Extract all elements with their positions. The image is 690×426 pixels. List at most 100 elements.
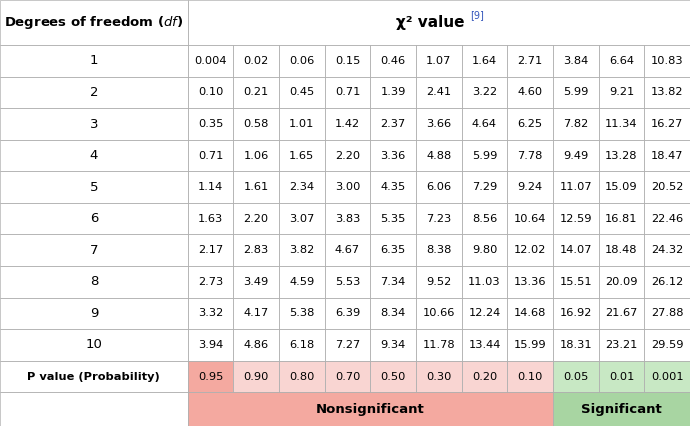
Text: 2.73: 2.73	[198, 277, 223, 287]
Text: 0.90: 0.90	[244, 371, 269, 382]
Text: 3.22: 3.22	[472, 87, 497, 98]
Bar	[0, 203, 188, 234]
Bar	[644, 77, 690, 108]
Bar	[325, 361, 371, 392]
Bar	[188, 361, 233, 392]
Text: 4.35: 4.35	[380, 182, 406, 192]
Text: 9.24: 9.24	[518, 182, 543, 192]
Text: 11.34: 11.34	[605, 119, 638, 129]
Text: 3.32: 3.32	[198, 308, 223, 318]
Text: 0.46: 0.46	[381, 56, 406, 66]
Text: 23.21: 23.21	[605, 340, 638, 350]
Bar	[644, 266, 690, 298]
Bar	[0, 171, 188, 203]
Text: Degrees of freedom ($\mathit{df}$): Degrees of freedom ($\mathit{df}$)	[4, 14, 184, 31]
Bar	[371, 266, 416, 298]
Bar	[325, 203, 371, 234]
Bar	[599, 45, 644, 77]
Text: 3.84: 3.84	[563, 56, 589, 66]
Bar	[325, 234, 371, 266]
Bar	[462, 361, 507, 392]
Text: 4.17: 4.17	[244, 308, 269, 318]
Bar	[233, 77, 279, 108]
Bar	[416, 234, 462, 266]
Text: 0.001: 0.001	[651, 371, 684, 382]
Bar	[371, 108, 416, 140]
Bar	[507, 329, 553, 361]
Bar	[416, 361, 462, 392]
Bar	[279, 329, 325, 361]
Bar	[553, 45, 599, 77]
Bar	[371, 329, 416, 361]
Text: 5.99: 5.99	[472, 150, 497, 161]
Text: 16.92: 16.92	[560, 308, 592, 318]
Bar	[325, 140, 371, 171]
Bar	[599, 234, 644, 266]
Bar	[599, 361, 644, 392]
Bar	[325, 171, 371, 203]
Bar	[188, 234, 233, 266]
Bar	[0, 361, 188, 392]
Bar	[462, 203, 507, 234]
Bar	[416, 140, 462, 171]
Bar	[462, 298, 507, 329]
Bar	[644, 361, 690, 392]
Bar	[233, 171, 279, 203]
Bar	[188, 45, 233, 77]
Bar	[188, 329, 233, 361]
Bar	[462, 108, 507, 140]
Bar	[416, 298, 462, 329]
Bar	[553, 234, 599, 266]
Bar	[416, 108, 462, 140]
Bar	[188, 266, 233, 298]
Text: 8.34: 8.34	[380, 308, 406, 318]
Text: 12.24: 12.24	[469, 308, 501, 318]
Bar	[279, 140, 325, 171]
Text: 14.07: 14.07	[560, 245, 592, 255]
Bar	[416, 203, 462, 234]
Bar	[188, 298, 233, 329]
Bar	[599, 108, 644, 140]
Bar	[188, 171, 233, 203]
Bar	[233, 361, 279, 392]
Bar	[371, 45, 416, 77]
Bar	[371, 77, 416, 108]
Text: 3.49: 3.49	[244, 277, 269, 287]
Text: 3.00: 3.00	[335, 182, 360, 192]
Bar	[188, 361, 233, 392]
Bar	[0, 266, 188, 298]
Bar	[233, 266, 279, 298]
Bar	[416, 203, 462, 234]
Text: 29.59: 29.59	[651, 340, 683, 350]
Text: 2.34: 2.34	[289, 182, 315, 192]
Bar	[462, 140, 507, 171]
Bar	[599, 45, 644, 77]
Bar	[644, 266, 690, 298]
Bar	[188, 171, 233, 203]
Bar	[462, 77, 507, 108]
Text: 8.38: 8.38	[426, 245, 451, 255]
Bar	[188, 203, 233, 234]
Bar	[233, 298, 279, 329]
Bar	[644, 234, 690, 266]
Text: 2.41: 2.41	[426, 87, 451, 98]
Bar	[416, 77, 462, 108]
Bar	[599, 203, 644, 234]
Bar	[599, 203, 644, 234]
Text: 0.10: 0.10	[198, 87, 223, 98]
Text: 0.06: 0.06	[289, 56, 315, 66]
Text: Nonsignificant: Nonsignificant	[316, 403, 424, 416]
Bar	[507, 298, 553, 329]
Bar	[507, 298, 553, 329]
Bar	[599, 108, 644, 140]
Bar	[599, 140, 644, 171]
Bar	[553, 329, 599, 361]
Bar	[233, 361, 279, 392]
Bar	[553, 329, 599, 361]
Text: 26.12: 26.12	[651, 277, 683, 287]
Text: 4: 4	[90, 149, 98, 162]
Text: 27.88: 27.88	[651, 308, 683, 318]
Text: 10.66: 10.66	[423, 308, 455, 318]
Text: 5: 5	[90, 181, 98, 194]
Bar	[279, 361, 325, 392]
